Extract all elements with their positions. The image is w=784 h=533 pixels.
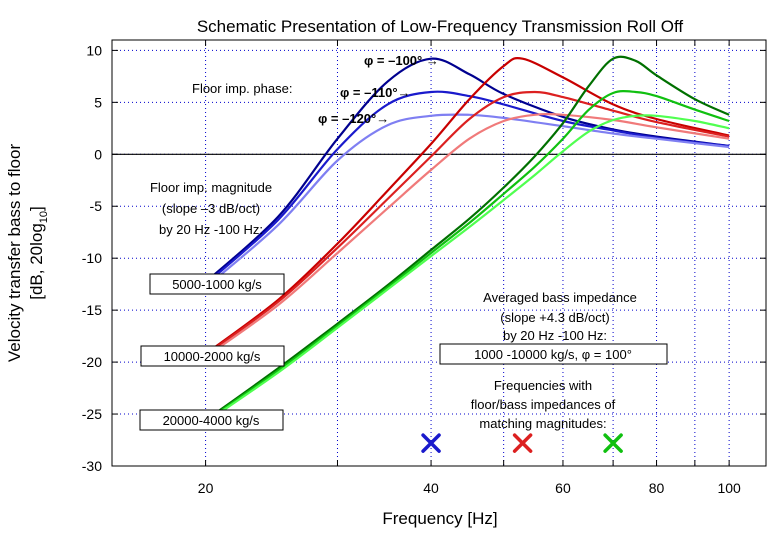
x-tick-label: 100 [717, 480, 741, 496]
bass-line3: by 20 Hz -100 Hz: [503, 328, 607, 343]
axis-layer: 10 5 0 -5 -10 -15 -20 -25 -30 20 40 60 80 100 [82, 40, 766, 496]
x-axis-title: Frequency [Hz] [382, 509, 497, 528]
group-box-3-frame [139, 409, 284, 431]
x-tick-label: 60 [555, 480, 571, 496]
group-box-2-label: 10000-2000 kg/s [164, 349, 261, 364]
series-line-5 [204, 90, 730, 356]
group-box-2-frame [140, 345, 285, 367]
phase-title-annotation: Floor imp. phase: [192, 81, 292, 96]
y-axis-title: Velocity transfer bass to floor [dB, 20l… [5, 144, 50, 363]
bass-line1: Averaged bass impedance [483, 290, 637, 305]
y-tick-label: -10 [82, 250, 102, 266]
y-tick-label: -25 [82, 406, 102, 422]
group-box-1-frame [149, 273, 285, 295]
y-axis-title-post: ] [27, 206, 46, 211]
series-line-6 [204, 112, 730, 358]
x-tick-label: 20 [198, 480, 214, 496]
y-tick-label: 5 [94, 94, 102, 110]
grid-layer [112, 40, 766, 466]
match-marker-stroke [512, 433, 533, 453]
y-tick-label: 0 [94, 146, 102, 162]
y-tick-label: -30 [82, 458, 102, 474]
series-line-2 [204, 90, 730, 286]
chart-title: Schematic Presentation of Low-Frequency … [197, 17, 684, 36]
freq-line3: matching magnitudes: [479, 416, 606, 431]
y-axis-title-sub: 10 [38, 211, 50, 223]
freq-line2: floor/bass impedances of [471, 397, 616, 412]
series-layer [204, 55, 730, 453]
phase-120-annotation: φ = –120°→ [318, 111, 389, 126]
phase-100-annotation: φ = –100° → [364, 53, 439, 68]
y-tick-label: -20 [82, 354, 102, 370]
match-marker-3 [603, 433, 623, 453]
x-tick-label: 80 [649, 480, 665, 496]
series-line-4 [204, 56, 730, 355]
magnitude-line2: (slope –3 dB/oct) [162, 201, 260, 216]
phase-110-annotation: φ = –110°→ [340, 85, 411, 100]
match-marker-2 [512, 433, 533, 453]
match-marker-1 [421, 433, 441, 453]
y-tick-label: -15 [82, 302, 102, 318]
plot-frame [111, 39, 767, 467]
magnitude-line1: Floor imp. magnitude [150, 180, 272, 195]
group-box-1-label: 5000-1000 kg/s [172, 277, 262, 292]
match-marker-stroke [603, 433, 623, 453]
series-line-3 [204, 113, 730, 289]
magnitude-line3: by 20 Hz -100 Hz: [159, 222, 263, 237]
bass-box-label: 1000 -10000 kg/s, φ = 100° [474, 347, 632, 362]
y-tick-label: -5 [90, 198, 103, 214]
y-axis-title-line1: Velocity transfer bass to floor [5, 144, 24, 363]
y-axis-title-pre: [dB, 20log [27, 223, 46, 300]
group-box-3-label: 20000-4000 kg/s [163, 413, 260, 428]
y-tick-label: 10 [86, 42, 102, 58]
freq-line1: Frequencies with [494, 378, 592, 393]
x-tick-label: 40 [423, 480, 439, 496]
series-line-7 [204, 55, 730, 422]
match-marker-stroke [421, 433, 441, 453]
bass-box-frame [439, 343, 668, 365]
series-line-9 [204, 114, 730, 424]
bass-line2: (slope +4.3 dB/oct) [500, 310, 609, 325]
y-axis-title-line2: [dB, 20log10] [27, 206, 50, 300]
series-line-8 [204, 90, 730, 423]
